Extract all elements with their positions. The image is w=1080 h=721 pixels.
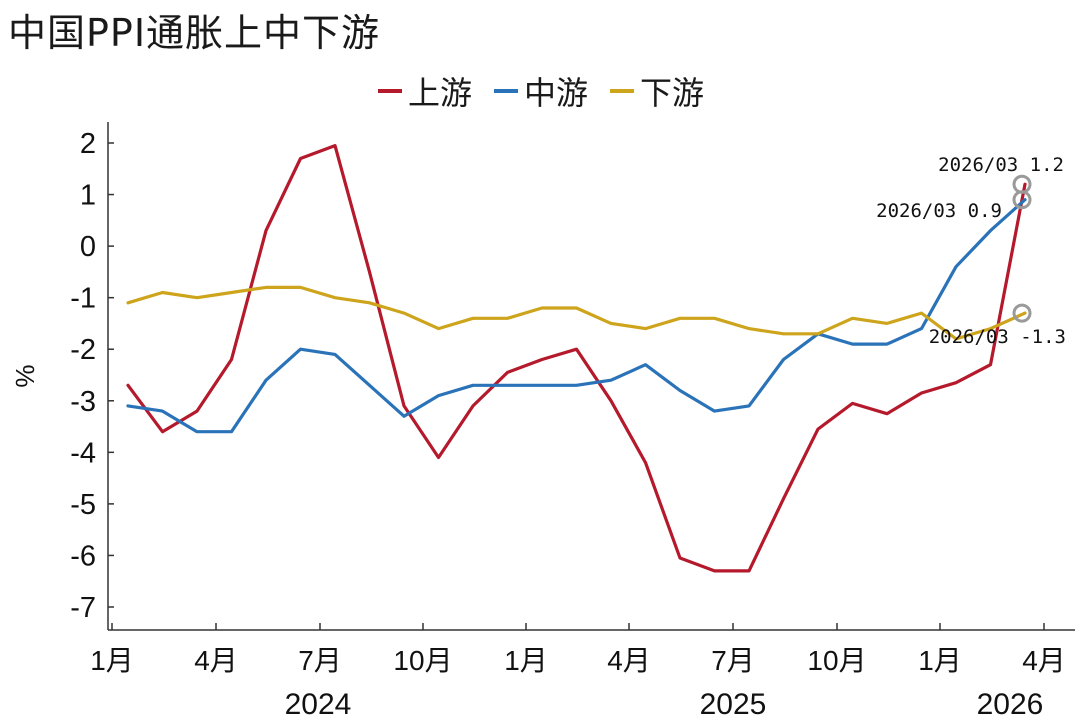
legend-item-upstream: 上游 [378, 68, 472, 114]
point-label-midstream: 2026/03 0.9 [876, 200, 1002, 222]
x-tick-label: 7月 [711, 645, 755, 676]
legend: 上游 中游 下游 [378, 68, 704, 114]
x-tick-label: 4月 [194, 645, 238, 676]
y-tick-label: -3 [70, 386, 96, 418]
y-tick-label: -6 [70, 540, 96, 572]
y-tick-label: -7 [70, 592, 96, 624]
x-tick-label: 1月 [504, 645, 548, 676]
legend-label-upstream: 上游 [408, 74, 473, 112]
series-line-midstream [126, 198, 1027, 434]
point-marker-downstream [1012, 303, 1032, 323]
axes: 2 1 0 -1 -2 -3 -4 -5 -6 -7% 1月 4月 7月 10月 1月 4月 7月 10月 1月 4月… [10, 122, 1075, 721]
x-year-label: 2024 [285, 688, 352, 721]
legend-label-downstream: 下游 [640, 74, 705, 112]
series-line-upstream [126, 144, 1027, 573]
y-tick-label: 2 [80, 128, 96, 160]
y-tick-label: 0 [80, 231, 96, 263]
y-tick-label: -5 [70, 489, 96, 521]
y-tick-label: -1 [70, 283, 96, 315]
x-tick-label: 1月 [90, 645, 134, 676]
y-tick-label: -4 [70, 437, 96, 469]
y-tick-label: 1 [80, 180, 96, 212]
y-tick-label: -2 [70, 334, 96, 366]
point-label-downstream: 2026/03 -1.3 [929, 326, 1066, 348]
point-label-upstream: 2026/03 1.2 [938, 154, 1064, 176]
series-line-downstream [126, 285, 1027, 341]
y-axis-label: % [10, 364, 40, 387]
x-tick-label: 10月 [393, 645, 452, 676]
x-tick-label: 4月 [607, 645, 651, 676]
x-tick-label: 10月 [807, 645, 866, 676]
chart-title: 中国PPI通胀上中下游 [8, 11, 381, 55]
series-layer [126, 144, 1027, 573]
x-year-label: 2026 [977, 688, 1044, 721]
legend-swatch-downstream [610, 89, 635, 93]
legend-item-downstream: 下游 [610, 68, 704, 114]
x-tick-label: 4月 [1022, 645, 1066, 676]
x-tick-label: 7月 [298, 645, 342, 676]
x-tick-label: 1月 [918, 645, 962, 676]
legend-item-midstream: 中游 [494, 68, 588, 114]
point-marker-upstream [1012, 174, 1032, 194]
legend-label-midstream: 中游 [524, 74, 589, 112]
x-year-label: 2025 [700, 688, 767, 721]
point-marker-midstream [1012, 190, 1032, 210]
legend-swatch-upstream [378, 89, 402, 93]
legend-swatch-midstream [494, 89, 519, 93]
annotation-layer: 2026/03 1.2 2026/03 0.9 2026/03 -1.3 [876, 154, 1066, 348]
